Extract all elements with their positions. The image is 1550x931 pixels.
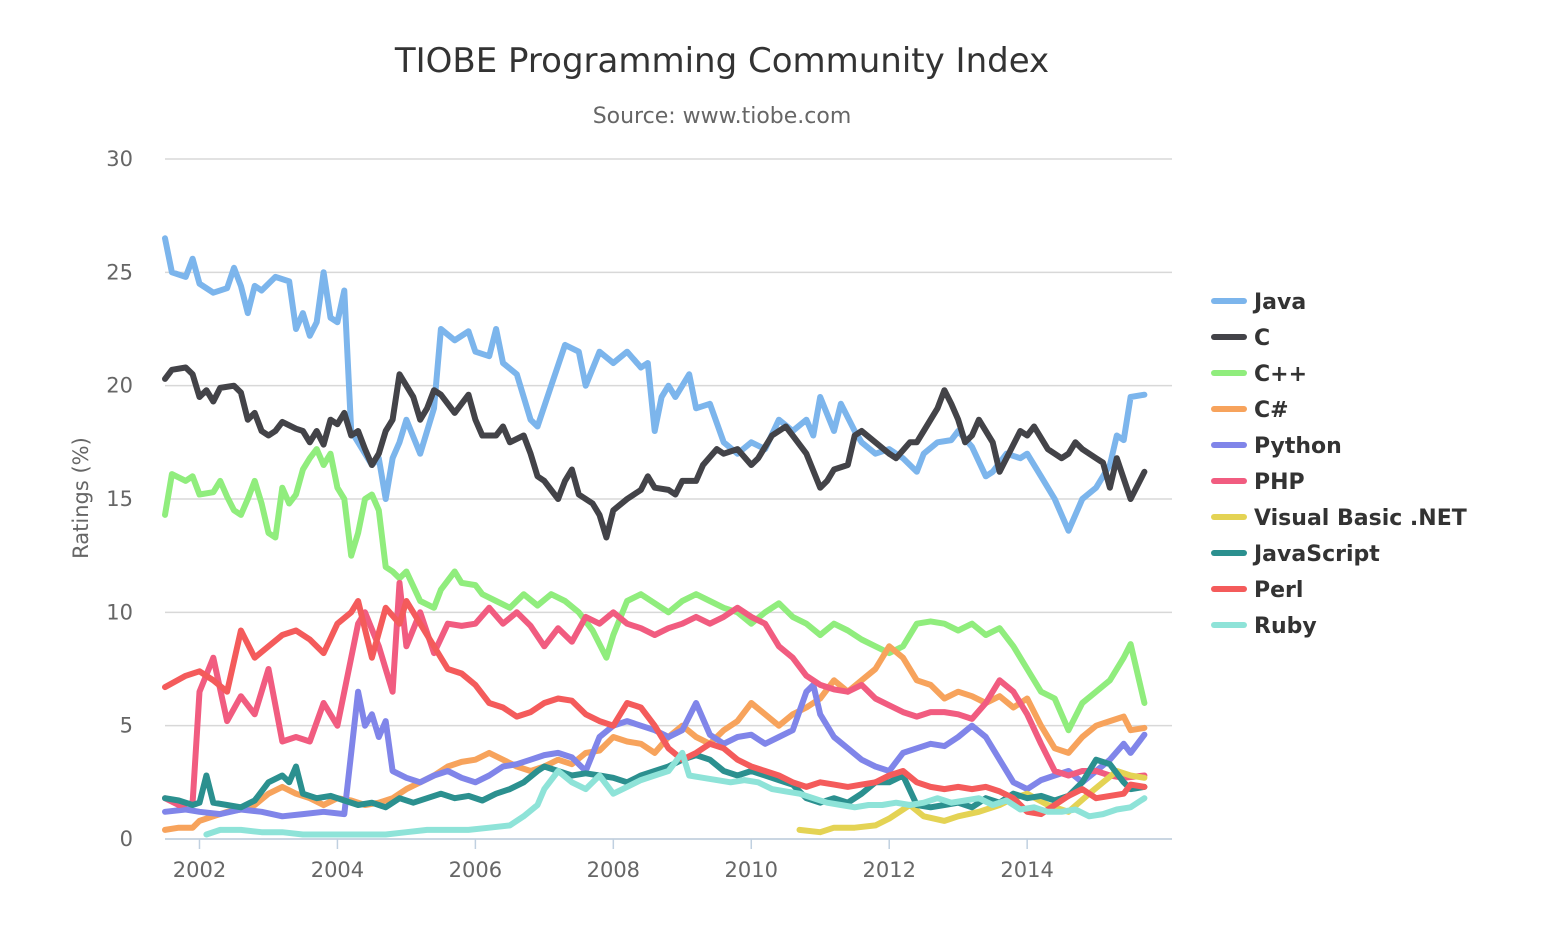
legend-item-ruby[interactable]: Ruby: [1211, 614, 1317, 639]
series-line-ruby[interactable]: [203, 749, 1148, 838]
legend-label: Visual Basic .NET: [1254, 506, 1467, 531]
x-tick-label: 2008: [587, 858, 640, 882]
y-tick-label: 30: [106, 147, 133, 171]
legend-item-php[interactable]: PHP: [1211, 470, 1305, 495]
legend-item-java[interactable]: Java: [1211, 290, 1306, 315]
legend-item-javascript[interactable]: JavaScript: [1211, 542, 1380, 567]
y-axis-label: Ratings (%): [69, 437, 93, 559]
x-tick-label: 2002: [173, 858, 226, 882]
legend-label: Java: [1252, 290, 1306, 315]
tick-layer: 0 5 10 15 20 25 30 2002 2004 2006 2008 2010 2012 2014: [106, 147, 1054, 882]
series-line-javascript[interactable]: [162, 752, 1148, 811]
series-layer: [162, 235, 1148, 838]
series-line-visual-basic-net[interactable]: [796, 768, 1148, 836]
y-tick-label: 20: [106, 374, 133, 398]
legend-label: Perl: [1254, 578, 1303, 603]
legend-label: JavaScript: [1252, 542, 1380, 567]
y-tick-label: 15: [106, 487, 133, 511]
x-tick-label: 2014: [1000, 858, 1053, 882]
legend-item-c[interactable]: C: [1211, 326, 1270, 351]
x-tick-label: 2006: [449, 858, 502, 882]
legend-label: C#: [1254, 398, 1289, 423]
series-line-c[interactable]: [162, 364, 1148, 541]
legend-label: PHP: [1254, 470, 1305, 495]
legend-item-python[interactable]: Python: [1211, 434, 1342, 459]
legend-label: Ruby: [1254, 614, 1317, 639]
legend-item-c[interactable]: C#: [1211, 398, 1289, 423]
y-tick-label: 0: [120, 827, 133, 851]
series-line-c[interactable]: [162, 446, 1148, 734]
legend-item-c[interactable]: C++: [1211, 362, 1307, 387]
legend: Java C C++ C# Python PHP Visual Basic .NET Java…: [1211, 290, 1467, 639]
chart-subtitle: Source: www.tiobe.com: [593, 104, 852, 129]
legend-label: C: [1254, 326, 1270, 351]
chart-title: TIOBE Programming Community Index: [394, 41, 1049, 81]
legend-item-perl[interactable]: Perl: [1211, 578, 1303, 603]
series-line-python[interactable]: [162, 681, 1148, 820]
y-tick-label: 10: [106, 600, 133, 624]
series-line-php[interactable]: [162, 579, 1148, 808]
y-tick-label: 5: [120, 714, 133, 738]
legend-item-visual-basic-net[interactable]: Visual Basic .NET: [1211, 506, 1467, 531]
x-tick-label: 2010: [725, 858, 778, 882]
x-tick-label: 2004: [311, 858, 364, 882]
series-line-perl[interactable]: [162, 598, 1148, 818]
legend-label: Python: [1254, 434, 1342, 459]
y-tick-label: 25: [106, 260, 133, 284]
x-tick-label: 2012: [862, 858, 915, 882]
legend-label: C++: [1254, 362, 1307, 387]
